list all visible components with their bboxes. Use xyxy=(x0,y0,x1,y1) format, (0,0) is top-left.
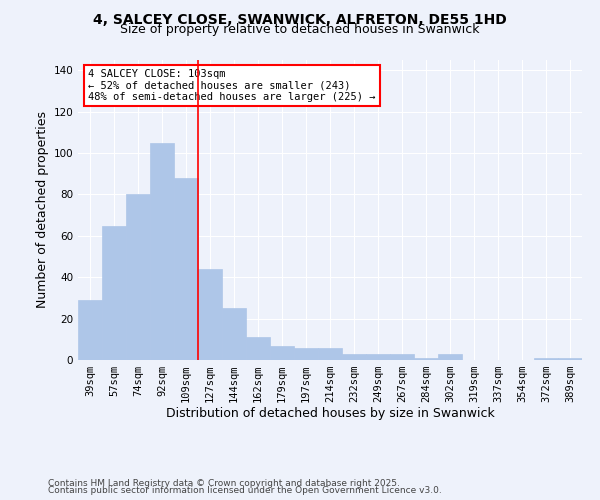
Bar xyxy=(438,354,462,360)
Text: Contains HM Land Registry data © Crown copyright and database right 2025.: Contains HM Land Registry data © Crown c… xyxy=(48,478,400,488)
Bar xyxy=(534,358,558,360)
Bar xyxy=(174,178,198,360)
Bar xyxy=(78,300,102,360)
Bar xyxy=(198,269,222,360)
Bar xyxy=(366,354,390,360)
Bar xyxy=(390,354,414,360)
Text: Size of property relative to detached houses in Swanwick: Size of property relative to detached ho… xyxy=(120,22,480,36)
Bar xyxy=(342,354,366,360)
Y-axis label: Number of detached properties: Number of detached properties xyxy=(36,112,49,308)
Text: Contains public sector information licensed under the Open Government Licence v3: Contains public sector information licen… xyxy=(48,486,442,495)
Text: 4 SALCEY CLOSE: 103sqm
← 52% of detached houses are smaller (243)
48% of semi-de: 4 SALCEY CLOSE: 103sqm ← 52% of detached… xyxy=(88,69,376,102)
Bar xyxy=(270,346,294,360)
Bar xyxy=(318,348,342,360)
Bar xyxy=(294,348,318,360)
Bar xyxy=(246,337,270,360)
X-axis label: Distribution of detached houses by size in Swanwick: Distribution of detached houses by size … xyxy=(166,406,494,420)
Bar xyxy=(558,358,582,360)
Bar xyxy=(102,226,126,360)
Bar xyxy=(150,143,174,360)
Bar xyxy=(222,308,246,360)
Text: 4, SALCEY CLOSE, SWANWICK, ALFRETON, DE55 1HD: 4, SALCEY CLOSE, SWANWICK, ALFRETON, DE5… xyxy=(93,12,507,26)
Bar xyxy=(414,358,438,360)
Bar xyxy=(126,194,150,360)
